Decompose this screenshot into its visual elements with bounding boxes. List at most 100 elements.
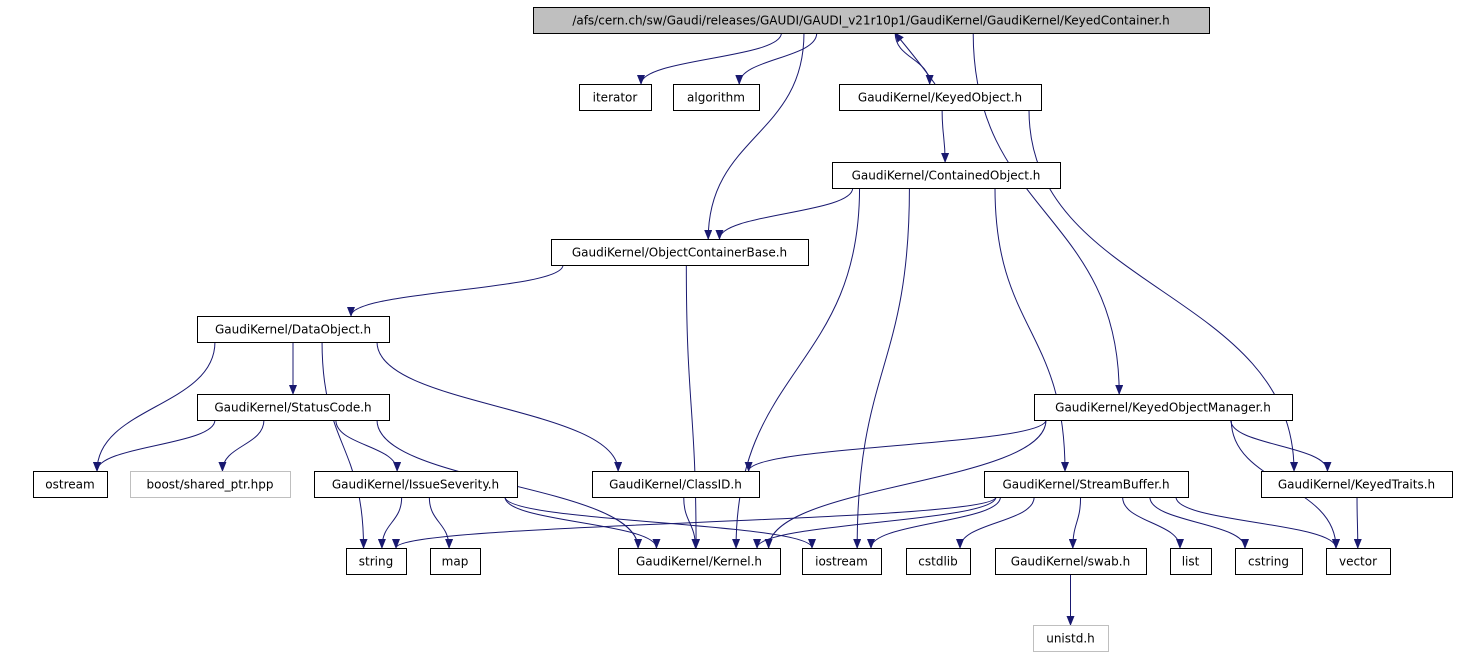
nodes: /afs/cern.ch/sw/Gaudi/releases/GAUDI/GAU… [33, 7, 1453, 652]
node-box [314, 471, 518, 498]
node: GaudiKernel/ClassID.h [592, 471, 760, 498]
node-box [197, 316, 390, 343]
node: map [430, 548, 481, 575]
edge [715, 187, 854, 240]
edge [1149, 496, 1249, 549]
edge [1068, 496, 1082, 549]
node: /afs/cern.ch/sw/Gaudi/releases/GAUDI/GAU… [533, 7, 1210, 34]
node-label: iostream [815, 555, 868, 569]
node-label: GaudiKernel/swab.h [1011, 555, 1130, 569]
edge [218, 419, 265, 472]
node: ostream [33, 471, 108, 498]
node: unistd.h [1033, 625, 1109, 652]
edge [93, 419, 216, 472]
node: GaudiKernel/Kernel.h [618, 548, 781, 575]
edges [93, 32, 1362, 626]
edge [321, 341, 368, 549]
node: list [1170, 548, 1212, 575]
node: GaudiKernel/DataObject.h [197, 316, 390, 343]
edge [377, 496, 403, 549]
edge [1230, 419, 1332, 472]
node-label: GaudiKernel/ObjectContainerBase.h [572, 246, 787, 260]
edge [867, 496, 1001, 549]
node-label: GaudiKernel/Kernel.h [636, 555, 762, 569]
edge [735, 32, 818, 85]
node-box [346, 548, 407, 575]
edge [1175, 496, 1340, 549]
node-box [130, 471, 291, 498]
node: boost/shared_ptr.hpp [130, 471, 291, 498]
node-label: map [442, 555, 469, 569]
node-label: list [1182, 555, 1200, 569]
node-label: string [359, 555, 393, 569]
node-box [1170, 548, 1212, 575]
edge [956, 496, 1035, 549]
node-label: GaudiKernel/ContainedObject.h [852, 169, 1041, 183]
node-box [1034, 394, 1293, 421]
edge [764, 419, 1047, 549]
node: GaudiKernel/ObjectContainerBase.h [551, 239, 809, 266]
node-label: /afs/cern.ch/sw/Gaudi/releases/GAUDI/GAU… [572, 14, 1169, 28]
node-label: cstdlib [918, 555, 957, 569]
edge [392, 496, 997, 549]
node: GaudiKernel/StreamBuffer.h [984, 471, 1189, 498]
edge [744, 419, 1047, 472]
node-box [430, 548, 481, 575]
node-label: GaudiKernel/KeyedTraits.h [1278, 478, 1435, 492]
node-box [906, 548, 971, 575]
node: GaudiKernel/IssueSeverity.h [314, 471, 518, 498]
edge [704, 32, 805, 240]
node-label: ostream [45, 478, 94, 492]
node: cstring [1235, 548, 1303, 575]
node-box [618, 548, 781, 575]
node: GaudiKernel/ContainedObject.h [832, 162, 1061, 189]
edge [853, 187, 910, 549]
node-box [1033, 625, 1109, 652]
node-box [551, 239, 809, 266]
edge [93, 341, 216, 472]
node: GaudiKernel/KeyedObjectManager.h [1034, 394, 1293, 421]
node: iterator [579, 84, 652, 111]
edge [685, 264, 701, 549]
node-label: GaudiKernel/KeyedObject.h [858, 91, 1022, 105]
edge [504, 496, 661, 549]
node-box [197, 394, 390, 421]
node: string [346, 548, 407, 575]
node: vector [1326, 548, 1391, 575]
edge [1353, 496, 1362, 549]
node-box [533, 7, 1210, 34]
node-label: GaudiKernel/IssueSeverity.h [332, 478, 499, 492]
node-label: algorithm [687, 91, 745, 105]
node: iostream [802, 548, 882, 575]
node-label: GaudiKernel/ClassID.h [609, 478, 742, 492]
node-box [802, 548, 882, 575]
node-label: vector [1339, 555, 1377, 569]
node-label: GaudiKernel/KeyedObjectManager.h [1055, 401, 1271, 415]
node-label: boost/shared_ptr.hpp [147, 478, 274, 492]
edge [894, 32, 936, 85]
edge [376, 341, 623, 472]
node-box [1326, 548, 1391, 575]
edge [941, 109, 950, 163]
node-box [673, 84, 760, 111]
node-label: GaudiKernel/StreamBuffer.h [1002, 478, 1169, 492]
node-box [33, 471, 108, 498]
node-label: GaudiKernel/DataObject.h [215, 323, 371, 337]
edge [347, 264, 564, 317]
node-box [832, 162, 1061, 189]
node: GaudiKernel/swab.h [995, 548, 1147, 575]
node-box [579, 84, 652, 111]
node: GaudiKernel/KeyedObject.h [839, 84, 1042, 111]
node-label: unistd.h [1046, 632, 1095, 646]
node: GaudiKernel/StatusCode.h [197, 394, 390, 421]
node-box [1261, 471, 1453, 498]
edge [504, 496, 816, 549]
node-label: iterator [593, 91, 638, 105]
edge [994, 187, 1069, 472]
edge [428, 496, 454, 549]
edge [894, 32, 934, 85]
node-label: GaudiKernel/StatusCode.h [214, 401, 371, 415]
edge [753, 496, 997, 549]
edge [637, 32, 782, 85]
